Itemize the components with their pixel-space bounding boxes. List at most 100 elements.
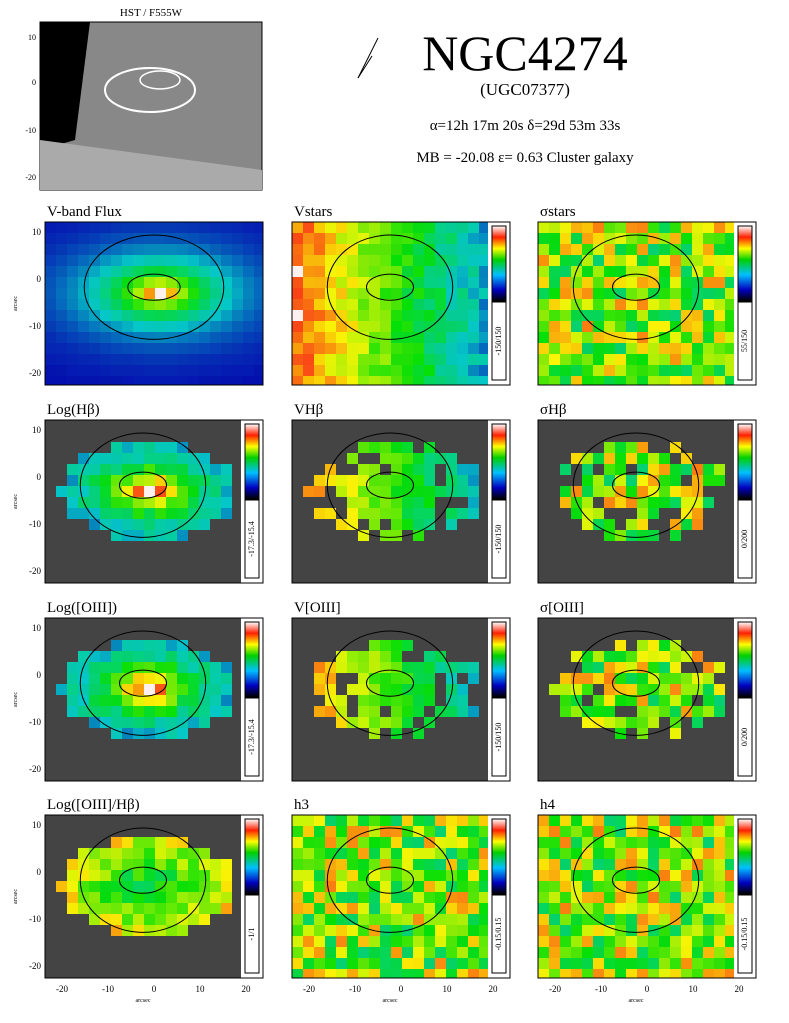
map-cell: [582, 969, 593, 978]
map-cell: [626, 486, 637, 497]
map-cell: [648, 815, 659, 826]
map-cell: [549, 837, 560, 848]
map-cell: [199, 222, 210, 233]
map-cell: [604, 629, 615, 640]
map-cell: [692, 420, 703, 431]
map-cell: [681, 376, 692, 385]
map-cell: [637, 739, 648, 750]
map-cell: [336, 969, 347, 978]
map-cell: [391, 925, 402, 936]
map-cell: [292, 288, 303, 299]
map-cell: [413, 695, 424, 706]
map-cell: [177, 464, 188, 475]
map-cell: [100, 431, 111, 442]
map-cell: [626, 266, 637, 277]
map-cell: [292, 673, 303, 684]
map-cell: [446, 497, 457, 508]
map-cell: [714, 761, 725, 772]
map-cell: [725, 563, 734, 574]
map-cell: [593, 881, 604, 892]
map-cell: [593, 706, 604, 717]
map-cell: [177, 969, 188, 978]
map-cell: [67, 464, 78, 475]
map-cell: [549, 848, 560, 859]
map-cell: [391, 244, 402, 255]
map-cell: [380, 255, 391, 266]
map-cell: [380, 969, 391, 978]
map-cell: [604, 321, 615, 332]
map-cell: [681, 332, 692, 343]
map-cell: [380, 266, 391, 277]
map-cell: [199, 717, 210, 728]
map-cell: [560, 552, 571, 563]
map-cell: [144, 969, 155, 978]
map-cell: [325, 826, 336, 837]
map-cell: [380, 815, 391, 826]
map-cell: [369, 574, 380, 583]
map-cell: [560, 640, 571, 651]
map-cell: [593, 695, 604, 706]
map-cell: [177, 958, 188, 969]
map-cell: [188, 750, 199, 761]
map-cell: [292, 266, 303, 277]
map-cell: [325, 354, 336, 365]
map-cell: [549, 431, 560, 442]
map-cell: [670, 376, 681, 385]
x-tick-label: -20: [303, 984, 315, 994]
map-cell: [670, 343, 681, 354]
map-cell: [155, 365, 166, 376]
map-cell: [549, 332, 560, 343]
map-cell: [166, 969, 177, 978]
map-cell: [538, 563, 549, 574]
panel-title: Log([OIII]): [47, 600, 117, 616]
map-cell: [571, 717, 582, 728]
map-cell: [314, 343, 325, 354]
map-cell: [571, 519, 582, 530]
map-cell: [122, 706, 133, 717]
map-cell: [692, 332, 703, 343]
map-cell: [457, 574, 468, 583]
map-cell: [692, 936, 703, 947]
map-cell: [593, 761, 604, 772]
map-cell: [479, 662, 488, 673]
map-cell: [692, 321, 703, 332]
map-cell: [670, 420, 681, 431]
map-cell: [648, 870, 659, 881]
map-cell: [144, 431, 155, 442]
map-cell: [89, 837, 100, 848]
map-cell: [560, 903, 571, 914]
map-cell: [593, 519, 604, 530]
map: [538, 420, 734, 583]
map-cell: [358, 574, 369, 583]
map-cell: [538, 848, 549, 859]
map-cell: [292, 848, 303, 859]
map-cell: [626, 958, 637, 969]
map-cell: [199, 892, 210, 903]
map-cell: [560, 848, 571, 859]
colorbar-box: [491, 894, 507, 974]
map-cell: [538, 618, 549, 629]
map-cell: [336, 618, 347, 629]
map-cell: [457, 508, 468, 519]
map-cell: [336, 640, 347, 651]
map-cell: [725, 244, 734, 255]
map-cell: [424, 761, 435, 772]
map-cell: [336, 530, 347, 541]
contour: [118, 866, 168, 894]
map-cell: [725, 695, 734, 706]
map-cell: [314, 299, 325, 310]
map-cell: [659, 837, 670, 848]
map-cell: [336, 925, 347, 936]
map-cell: [538, 277, 549, 288]
map-cell: [604, 255, 615, 266]
panel-title: Log([OIII]/Hβ): [47, 797, 140, 813]
map-cell: [725, 640, 734, 651]
map-cell: [232, 332, 243, 343]
map-cell: [626, 695, 637, 706]
map-cell: [221, 684, 232, 695]
map-cell: [369, 244, 380, 255]
map-cell: [336, 354, 347, 365]
map-cell: [637, 442, 648, 453]
map-cell: [325, 376, 336, 385]
map-cell: [325, 815, 336, 826]
